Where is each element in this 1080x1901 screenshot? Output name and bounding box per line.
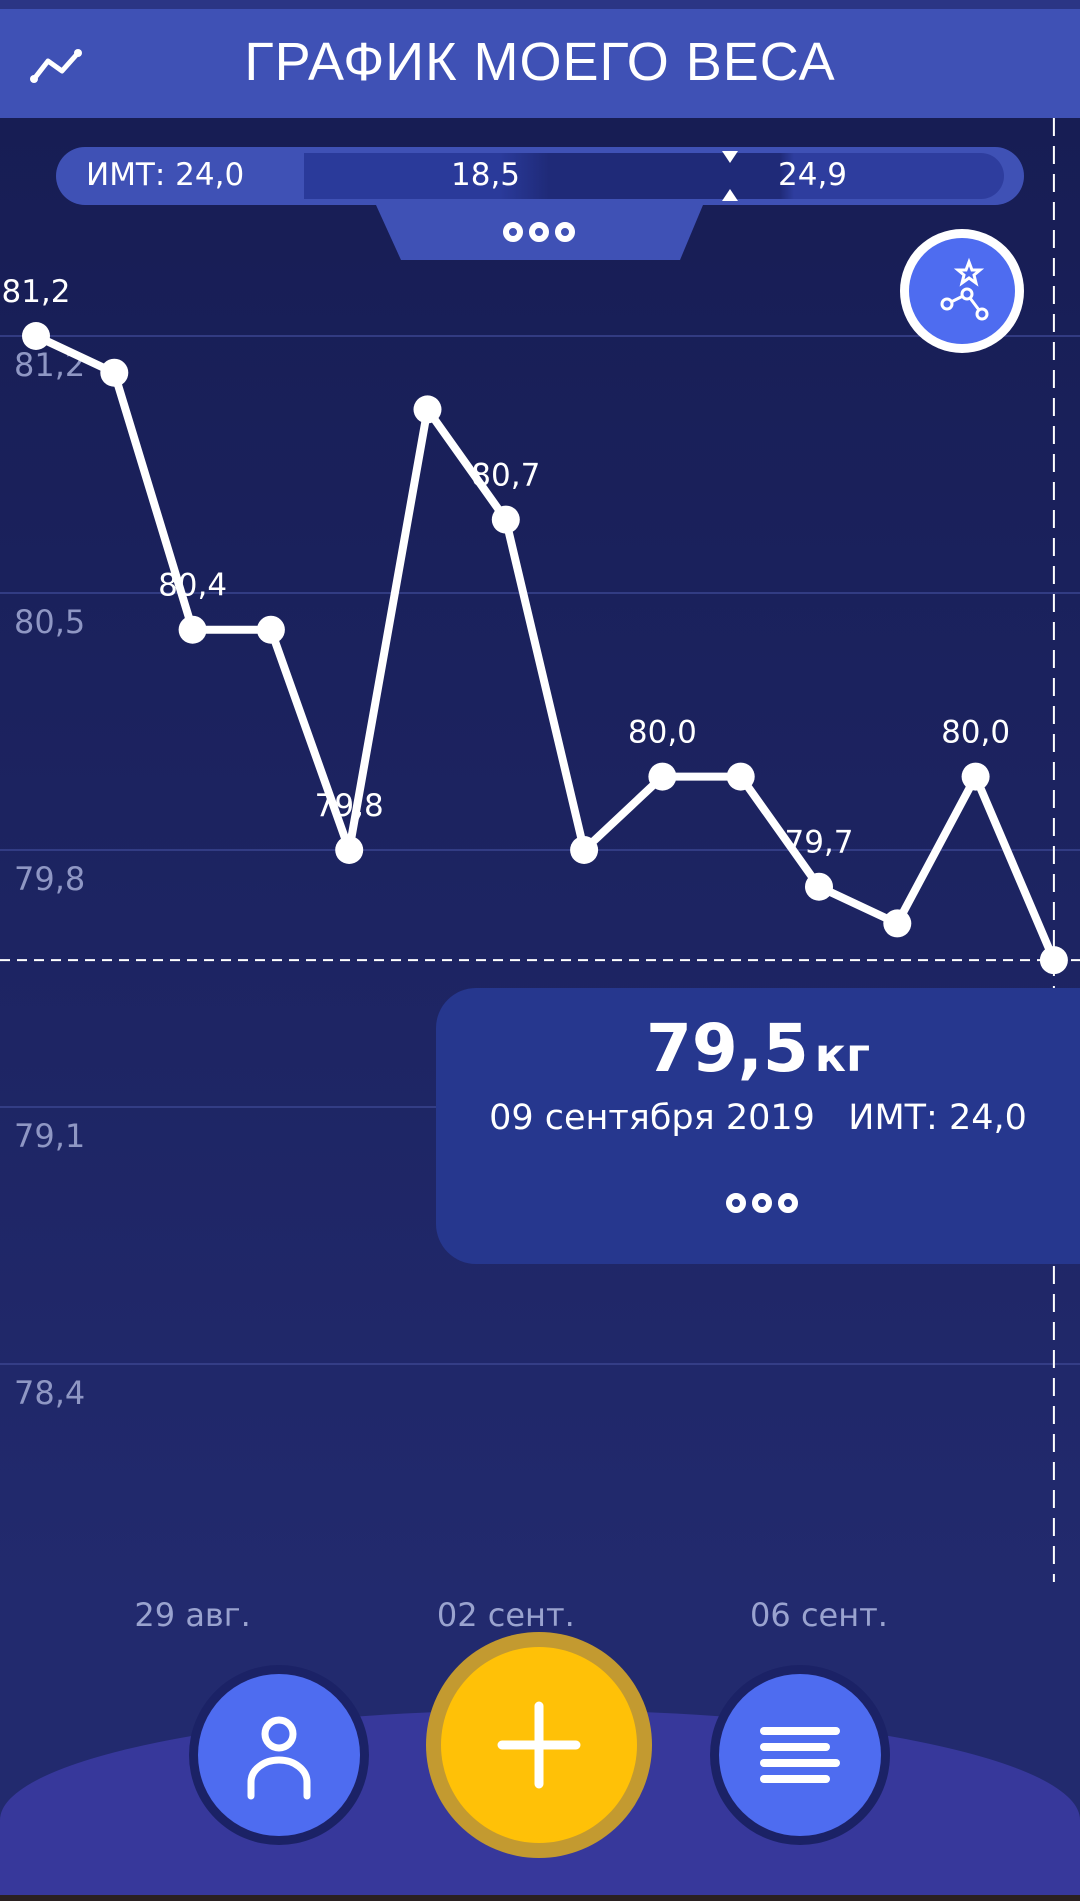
status-strip <box>0 0 1080 9</box>
data-label: 80,0 <box>628 715 697 751</box>
tooltip-weight: 79,5 <box>645 1010 809 1087</box>
goal-button[interactable] <box>900 229 1024 353</box>
tooltip-unit: кг <box>814 1028 871 1082</box>
trend-line-icon[interactable] <box>28 43 84 87</box>
data-label: 81,2 <box>1 274 70 310</box>
data-point <box>1039 946 1068 975</box>
data-label: 79,7 <box>784 825 853 861</box>
data-point <box>100 358 129 387</box>
bmi-current: ИМТ: 24,0 <box>86 157 245 193</box>
x-tick-label: 02 сент. <box>436 1596 575 1634</box>
person-icon <box>247 1716 311 1800</box>
bmi-marker-icon <box>722 151 738 201</box>
data-point <box>648 762 677 791</box>
profile-button[interactable] <box>189 1665 369 1845</box>
plus-icon <box>497 1701 581 1789</box>
y-tick-label: 78,4 <box>14 1374 85 1412</box>
data-label: 80,7 <box>471 458 540 494</box>
weight-chart[interactable]: 81,280,579,879,178,481,280,479,880,780,0… <box>0 118 1080 1598</box>
data-label: 80,0 <box>941 715 1010 751</box>
y-tick-label: 80,5 <box>14 603 85 641</box>
data-label: 80,4 <box>158 568 227 604</box>
data-point <box>961 762 990 791</box>
bottom-edge <box>0 1895 1080 1901</box>
bmi-high: 24,9 <box>778 157 848 193</box>
data-point <box>883 909 912 938</box>
data-point <box>335 836 364 864</box>
star-graph-icon <box>940 257 989 321</box>
bmi-range-bar[interactable]: ИМТ: 24,0 18,5 24,9 <box>56 147 1024 205</box>
tooltip-bmi: ИМТ: 24,0 <box>848 1098 1027 1138</box>
data-point <box>178 615 207 644</box>
y-tick-label: 79,1 <box>14 1117 85 1155</box>
app-header: ГРАФИК МОЕГО ВЕСА <box>0 9 1080 118</box>
tooltip-date: 09 сентября 2019 <box>489 1098 815 1138</box>
more-dots-icon <box>503 222 575 242</box>
x-tick-label: 29 авг. <box>134 1596 251 1634</box>
y-tick-label: 79,8 <box>14 860 85 898</box>
add-weight-button[interactable] <box>426 1632 652 1858</box>
more-dots-icon[interactable] <box>722 1188 802 1218</box>
data-point <box>491 505 520 534</box>
bmi-low: 18,5 <box>451 157 521 193</box>
x-tick-label: 06 сент. <box>750 1596 888 1634</box>
bmi-more-tab[interactable] <box>376 205 703 260</box>
data-point <box>22 322 50 350</box>
data-point <box>570 836 599 864</box>
selected-point-tooltip[interactable]: 79,5 кг 09 сентября 2019 ИМТ: 24,0 <box>436 988 1080 1264</box>
history-list-button[interactable] <box>710 1665 890 1845</box>
weight-line <box>34 332 1058 962</box>
menu-lines-icon <box>760 1727 840 1783</box>
page-title: ГРАФИК МОЕГО ВЕСА <box>244 32 836 92</box>
bmi-track <box>304 153 1004 199</box>
data-point <box>805 872 833 901</box>
data-point <box>256 615 285 644</box>
data-point <box>413 395 442 424</box>
data-label: 79,8 <box>315 788 384 824</box>
data-point <box>726 762 755 791</box>
